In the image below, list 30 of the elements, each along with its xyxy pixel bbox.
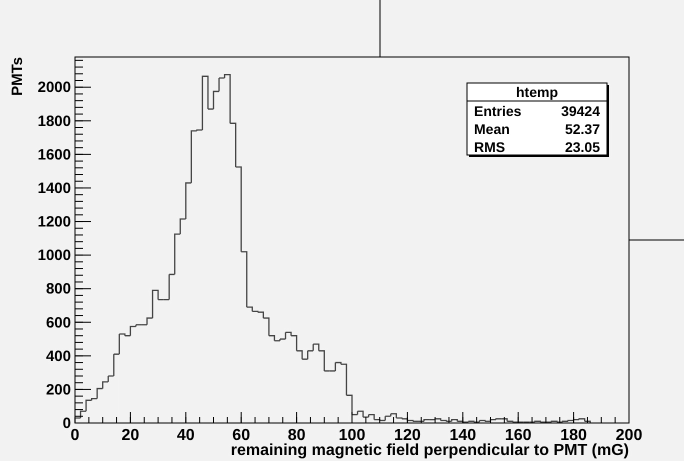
- y-axis-title: PMTs: [9, 57, 26, 96]
- y-tick-label: 1600: [38, 146, 71, 164]
- y-tick-label: 200: [46, 381, 71, 398]
- x-axis-title: remaining magnetic field perpendicular to PMT (mG): [230, 442, 629, 459]
- y-tick-label: 600: [46, 314, 71, 332]
- y-tick-label: 1800: [38, 112, 71, 130]
- annotation: htemp: [516, 84, 558, 100]
- y-tick-label: 800: [46, 280, 71, 298]
- x-tick-label: 20: [122, 427, 140, 444]
- annotation: Mean: [474, 121, 510, 137]
- annotation: 39424: [561, 103, 600, 119]
- y-tick-label: 400: [46, 348, 71, 365]
- x-tick-label: 100: [338, 427, 366, 444]
- x-tick-label: 140: [449, 427, 476, 444]
- x-tick-label: 180: [560, 427, 588, 444]
- annotation: RMS: [474, 139, 506, 155]
- x-tick-label: 60: [232, 427, 250, 444]
- annotation: 23.05: [564, 139, 600, 155]
- y-tick-label: 1200: [38, 214, 71, 231]
- annotation: Entries: [474, 103, 522, 119]
- annotation: 52.37: [564, 121, 600, 137]
- x-tick-label: 80: [288, 427, 306, 444]
- y-tick-label: 0: [62, 415, 71, 432]
- y-tick-label: 1400: [38, 180, 71, 197]
- x-tick-label: 120: [394, 427, 421, 444]
- y-tick-label: 1000: [38, 247, 71, 264]
- x-tick-label: 200: [616, 427, 642, 444]
- x-tick-label: 160: [504, 427, 532, 444]
- x-tick-label: 40: [176, 427, 195, 444]
- y-tick-label: 2000: [38, 79, 71, 96]
